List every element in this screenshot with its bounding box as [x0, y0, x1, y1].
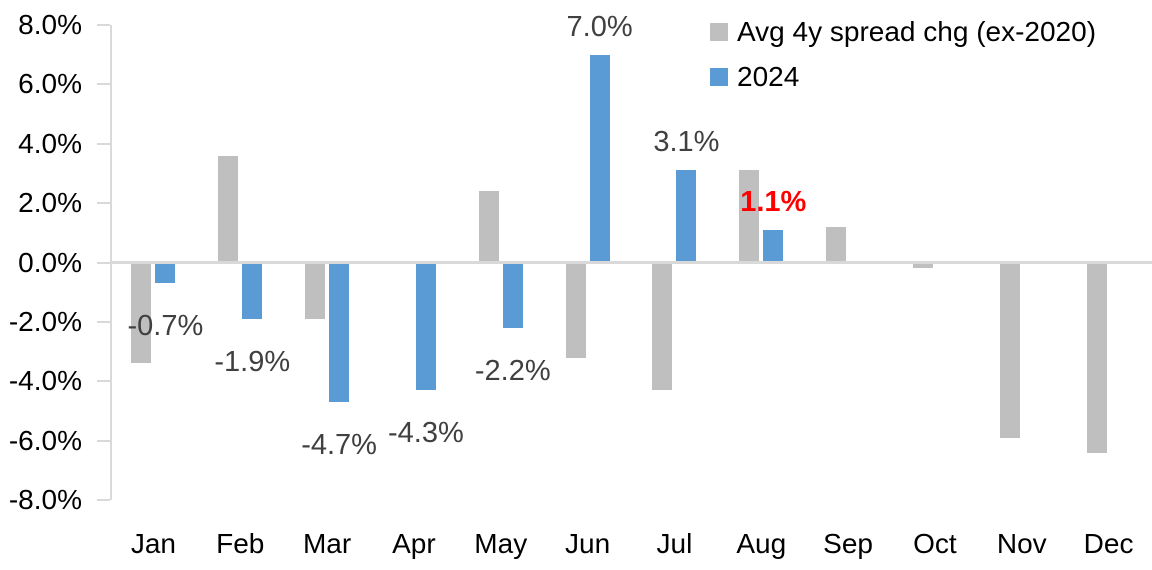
legend-item-avg-4y-spread: Avg 4y spread chg (ex-2020) [710, 9, 1096, 54]
y-tick-label: 6.0% [18, 68, 82, 100]
y-tick-label: -4.0% [8, 365, 82, 397]
x-tick-label-feb: Feb [216, 528, 265, 559]
data-label-feb: -1.9% [214, 345, 291, 378]
y-tick-mark [97, 142, 110, 145]
y-tick-mark [97, 380, 110, 383]
bar-avg-dec [1086, 262, 1107, 453]
x-tick-label-aug: Aug [736, 528, 787, 559]
bar-2024-jun [589, 54, 610, 263]
bar-2024-may [502, 262, 523, 328]
x-tick-label-jan: Jan [130, 528, 176, 559]
data-label-apr: -4.3% [388, 417, 464, 450]
x-tick-label-nov: Nov [996, 528, 1047, 559]
bar-2024-mar [329, 262, 350, 403]
x-tick-label-jun: Jun [565, 528, 611, 559]
bar-avg-aug [739, 170, 760, 263]
y-tick-mark [97, 83, 110, 86]
data-label-jan: -0.7% [127, 310, 204, 343]
y-tick-label: -8.0% [8, 484, 82, 515]
zero-axis-line [110, 261, 1152, 264]
legend-label-avg-4y-spread: Avg 4y spread chg (ex-2020) [737, 15, 1097, 47]
x-tick-label-sep: Sep [823, 528, 873, 559]
x-tick-label-mar: Mar [302, 528, 352, 559]
bar-2024-jan [155, 262, 176, 284]
y-tick-label: 0.0% [18, 246, 82, 278]
y-tick-mark [97, 202, 110, 205]
y-tick-mark [97, 499, 110, 501]
legend-item-2024: 2024 [710, 54, 1096, 99]
y-tick-label: -6.0% [8, 424, 82, 456]
data-label-aug: 1.1% [740, 185, 807, 218]
data-label-jul: 3.1% [653, 126, 720, 159]
bar-avg-jun [565, 262, 586, 358]
y-tick-mark [97, 439, 110, 442]
y-tick-mark [97, 261, 110, 264]
x-tick-label-jul: Jul [656, 528, 693, 559]
x-tick-label-oct: Oct [913, 528, 957, 559]
bar-avg-nov [999, 262, 1020, 438]
bar-avg-sep [826, 226, 847, 263]
x-tick-label-may: May [474, 528, 528, 559]
bar-avg-jul [652, 262, 673, 391]
y-tick-label: -2.0% [8, 305, 82, 337]
data-label-mar: -4.7% [301, 429, 377, 462]
y-tick-label: 2.0% [18, 187, 82, 219]
y-tick-label: 8.0% [18, 9, 82, 40]
bar-avg-oct [912, 262, 933, 269]
data-label-may: -2.2% [474, 354, 551, 387]
x-tick-label-dec: Dec [1083, 528, 1134, 559]
y-tick-label: 4.0% [18, 127, 82, 159]
bar-2024-feb [242, 262, 263, 319]
bar-avg-feb [218, 155, 239, 263]
bar-2024-jul [676, 170, 697, 263]
data-label-jun: 7.0% [566, 10, 633, 43]
bar-avg-may [478, 191, 499, 263]
legend: Avg 4y spread chg (ex-2020) 2024 [710, 9, 1096, 99]
bar-avg-jan [131, 262, 152, 364]
y-tick-mark [97, 320, 110, 323]
bar-2024-apr [415, 262, 436, 391]
x-tick-label-apr: Apr [392, 528, 436, 559]
bar-avg-mar [305, 262, 326, 319]
legend-swatch-gray-icon [710, 22, 728, 41]
legend-swatch-blue-icon [710, 67, 728, 86]
legend-label-2024: 2024 [737, 60, 800, 92]
bar-2024-aug [763, 229, 784, 263]
y-tick-mark [97, 24, 110, 26]
